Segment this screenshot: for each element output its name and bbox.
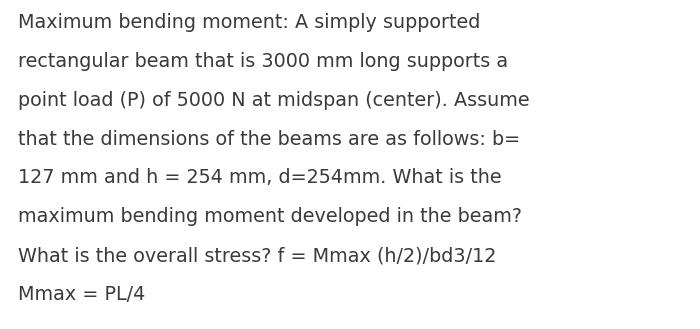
Text: rectangular beam that is 3000 mm long supports a: rectangular beam that is 3000 mm long su… bbox=[18, 52, 507, 71]
Text: maximum bending moment developed in the beam?: maximum bending moment developed in the … bbox=[18, 207, 522, 226]
Text: 127 mm and h = 254 mm, d=254mm. What is the: 127 mm and h = 254 mm, d=254mm. What is … bbox=[18, 168, 501, 188]
Text: Maximum bending moment: A simply supported: Maximum bending moment: A simply support… bbox=[18, 13, 480, 32]
Text: point load (P) of 5000 N at midspan (center). Assume: point load (P) of 5000 N at midspan (cen… bbox=[18, 91, 529, 110]
Text: What is the overall stress? f = Mmax (h/2)/bd3/12: What is the overall stress? f = Mmax (h/… bbox=[18, 246, 496, 265]
Text: Mmax = PL/4: Mmax = PL/4 bbox=[18, 285, 145, 304]
Text: that the dimensions of the beams are as follows: b=: that the dimensions of the beams are as … bbox=[18, 130, 519, 149]
